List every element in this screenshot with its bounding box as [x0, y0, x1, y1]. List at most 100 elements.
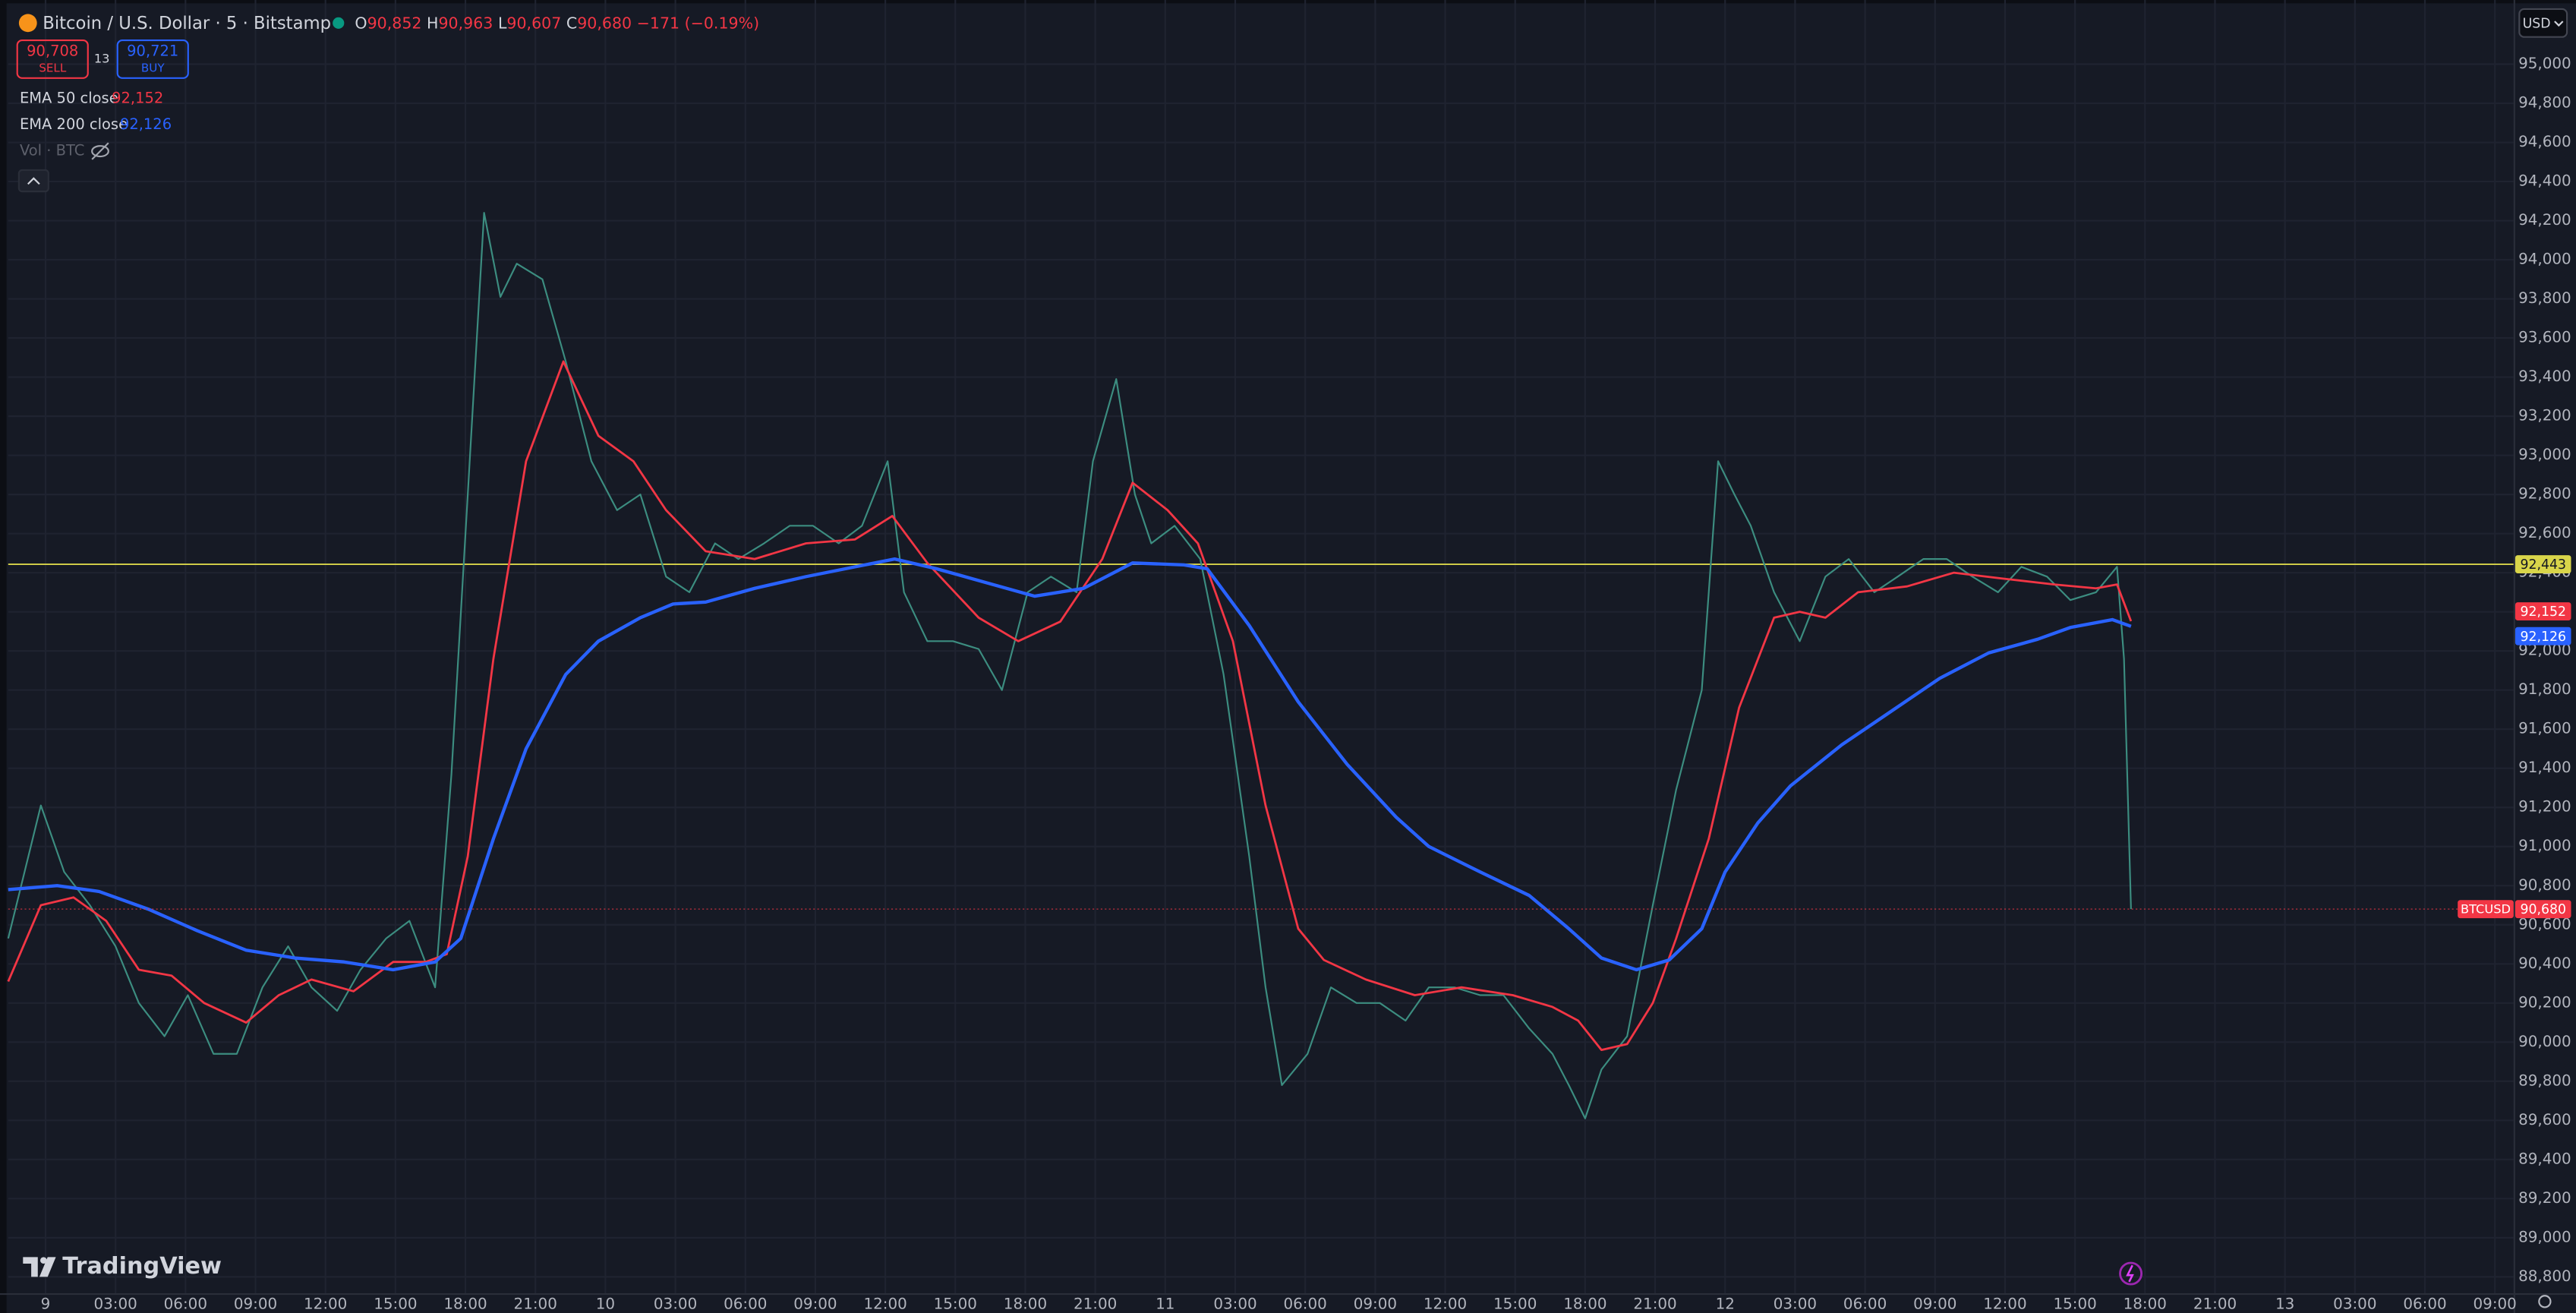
- ohlc-key: C: [566, 14, 577, 32]
- x-tick-label: 11: [1156, 1296, 1174, 1313]
- branding: TradingView: [62, 1253, 222, 1280]
- sell-button[interactable]: [16, 39, 89, 79]
- ohlc-key: H: [427, 14, 438, 32]
- price-tag-label: 90,680: [2520, 902, 2566, 917]
- ohlc-value: 90,963: [438, 14, 493, 32]
- x-tick-label: 21:00: [514, 1296, 557, 1313]
- sell-price: 90,708: [27, 43, 78, 60]
- x-tick-label: 12:00: [1424, 1296, 1467, 1313]
- y-tick-label: 89,400: [2518, 1150, 2571, 1167]
- y-tick-label: 92,600: [2518, 524, 2571, 541]
- buy-button[interactable]: [116, 39, 189, 79]
- legend-value: 92,126: [120, 115, 172, 133]
- hide-icon[interactable]: [91, 142, 109, 160]
- ohlc-value: 90,680: [577, 14, 632, 32]
- y-tick-label: 91,200: [2518, 798, 2571, 816]
- y-tick-label: 91,000: [2518, 837, 2571, 854]
- spread: 13: [94, 51, 110, 65]
- price-tag: [2515, 555, 2571, 573]
- y-tick-label: 91,600: [2518, 720, 2571, 737]
- legend-name: EMA 50 close: [20, 89, 118, 106]
- x-tick-label: 09:00: [793, 1296, 837, 1313]
- legend-name: EMA 200 close: [20, 115, 128, 133]
- x-tick-label: 03:00: [1774, 1296, 1817, 1313]
- x-tick-label: 09:00: [2474, 1296, 2517, 1313]
- x-tick-label: 06:00: [1843, 1296, 1887, 1313]
- x-tick-label: 21:00: [1074, 1296, 1117, 1313]
- x-tick-label: 15:00: [374, 1296, 417, 1313]
- x-tick-label: 06:00: [164, 1296, 207, 1313]
- x-tick-label: 03:00: [2333, 1296, 2376, 1313]
- y-tick-label: 93,800: [2518, 289, 2571, 307]
- change: −171 (−0.19%): [637, 14, 760, 32]
- x-tick-label: 03:00: [1213, 1296, 1256, 1313]
- status-dot: [333, 17, 345, 29]
- price-tag: [2515, 627, 2571, 645]
- x-tick-label: 21:00: [2193, 1296, 2237, 1313]
- y-tick-label: 89,800: [2518, 1072, 2571, 1089]
- y-tick-label: 93,600: [2518, 329, 2571, 346]
- x-tick-label: 06:00: [724, 1296, 767, 1313]
- volume-label: Vol · BTC: [20, 142, 84, 159]
- y-tick-label: 88,800: [2518, 1267, 2571, 1285]
- buy-price: 90,721: [127, 43, 178, 60]
- plot: [7, 212, 2514, 1119]
- ohlc-value: 90,852: [367, 14, 422, 32]
- y-tick-label: 93,400: [2518, 368, 2571, 385]
- y-tick-label: 92,800: [2518, 485, 2571, 503]
- price-tag-label: 92,443: [2520, 557, 2566, 573]
- replay-icon[interactable]: [2119, 1261, 2143, 1286]
- y-tick-label: 90,600: [2518, 915, 2571, 933]
- x-tick-label: 18:00: [1004, 1296, 1047, 1313]
- x-tick-label: 18:00: [443, 1296, 487, 1313]
- y-tick-label: 91,800: [2518, 680, 2571, 698]
- currency: USD: [2523, 16, 2551, 31]
- y-tick-label: 90,200: [2518, 993, 2571, 1011]
- x-tick-label: 13: [2275, 1296, 2294, 1313]
- x-tick-label: 18:00: [2124, 1296, 2167, 1313]
- x-tick-label: 12:00: [863, 1296, 906, 1313]
- price-tag: [2515, 900, 2571, 919]
- symbol-tag: [2458, 900, 2514, 919]
- y-tick-label: 93,000: [2518, 446, 2571, 463]
- x-tick-label: 12:00: [304, 1296, 347, 1313]
- price-tag-label: 92,152: [2520, 604, 2566, 620]
- grid: [8, 0, 2514, 1294]
- ohlc-key: L: [498, 14, 507, 32]
- symbol-tag-label: BTCUSD: [2461, 902, 2511, 917]
- settings-icon[interactable]: [2538, 1295, 2552, 1308]
- x-tick-label: 12:00: [1983, 1296, 2026, 1313]
- ema-line: [8, 557, 2132, 972]
- x-tick-label: 15:00: [934, 1296, 977, 1313]
- y-tick-label: 90,400: [2518, 955, 2571, 972]
- buy-label: BUY: [141, 61, 165, 74]
- x-tick-label: 09:00: [234, 1296, 277, 1313]
- x-tick-label: 03:00: [654, 1296, 697, 1313]
- currency-button[interactable]: [2518, 8, 2568, 38]
- x-tick-label: 12: [1716, 1296, 1735, 1313]
- y-tick-label: 94,400: [2518, 172, 2571, 190]
- left-border: [0, 0, 7, 1313]
- y-tick-label: 94,000: [2518, 251, 2571, 268]
- ema-line: [7, 360, 2133, 1052]
- sell-label: SELL: [39, 61, 67, 74]
- y-tick-label: 91,400: [2518, 759, 2571, 776]
- collapse-icon: [27, 177, 40, 185]
- x-tick-label: 15:00: [2053, 1296, 2096, 1313]
- x-tick-label: 21:00: [1633, 1296, 1676, 1313]
- x-tick-label: 06:00: [2403, 1296, 2446, 1313]
- currency-chevron: [2554, 21, 2564, 27]
- y-tick-label: 89,200: [2518, 1189, 2571, 1207]
- y-tick-label: 95,000: [2518, 55, 2571, 72]
- price-line: [7, 212, 2132, 1119]
- y-tick-label: 94,800: [2518, 94, 2571, 112]
- symbol: Bitcoin / U.S. Dollar · 5 · Bitstamp: [43, 14, 331, 33]
- y-tick-label: 90,000: [2518, 1033, 2571, 1050]
- y-tick-label: 89,600: [2518, 1111, 2571, 1128]
- collapse-button[interactable]: [17, 169, 49, 193]
- x-tick-label: 03:00: [93, 1296, 137, 1313]
